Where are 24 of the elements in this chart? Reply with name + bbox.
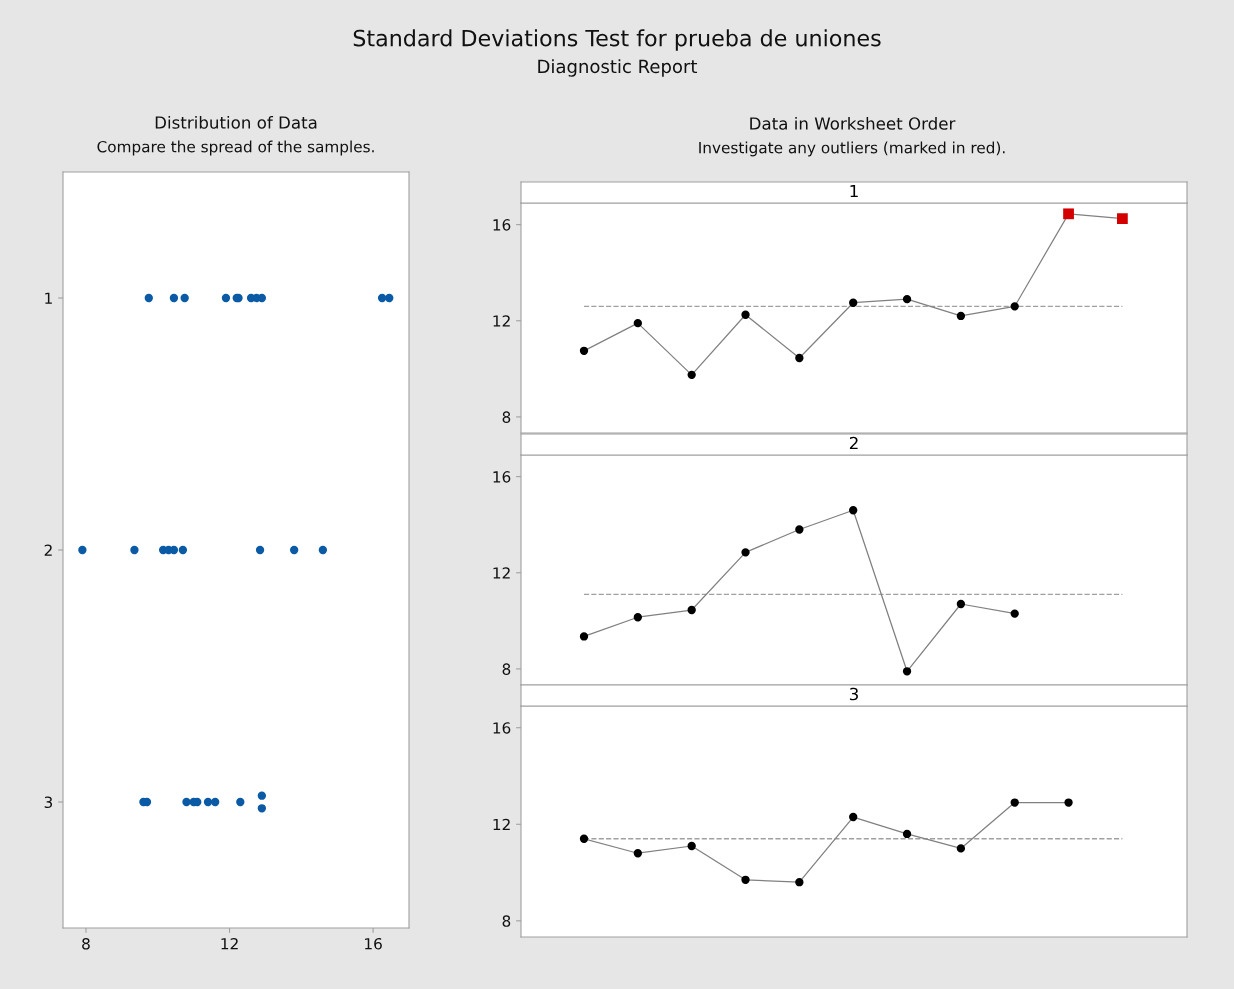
y-tick-label: 16 <box>493 471 511 483</box>
text: Diagnostic Report <box>538 59 698 77</box>
y-tick-label: 3 <box>44 796 53 809</box>
y-tick-label: 16 <box>493 219 511 231</box>
x-tick-label: 8 <box>82 937 90 950</box>
y-tick-label: 12 <box>493 567 510 579</box>
chart-title: 3 <box>849 687 858 701</box>
y-tick-label: 12 <box>493 818 510 831</box>
x-tick-label: 16 <box>365 937 382 950</box>
y-tick-label: 1 <box>45 292 52 304</box>
text: Data in Worksheet Order <box>750 116 956 130</box>
chart-subtitle: Compare the spread of the samples. <box>97 140 374 156</box>
y-tick-label: 8 <box>502 915 511 927</box>
y-tick-label: 2 <box>44 544 52 556</box>
y-tick-label: 8 <box>502 411 511 423</box>
chart-title: 1 <box>850 184 858 198</box>
y-tick-label: 16 <box>493 722 511 734</box>
text: Investigate any outliers (marked in red). <box>699 141 1005 157</box>
x-tick-label: 12 <box>221 937 238 950</box>
text: Standard Deviations Test for prueba de uniones <box>353 29 881 51</box>
chart-title: Distribution of Data <box>155 115 317 129</box>
y-tick-label: 12 <box>493 315 510 327</box>
chart-title: 2 <box>849 436 858 450</box>
y-tick-label: 8 <box>502 663 511 675</box>
